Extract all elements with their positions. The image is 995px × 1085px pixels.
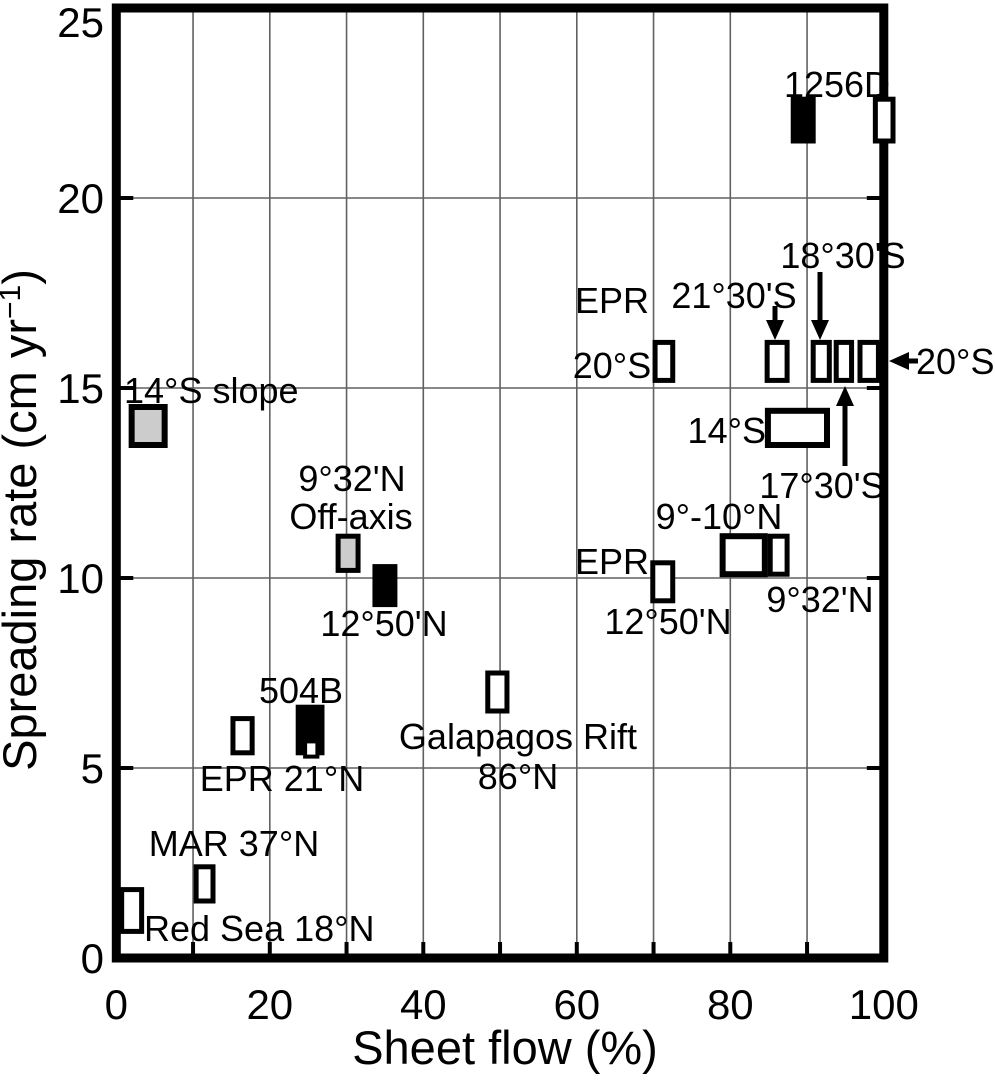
point-label: 17°30'S	[759, 465, 884, 506]
point-label: 20°S	[916, 341, 994, 382]
y-tick-label: 0	[81, 935, 104, 982]
point-label: 14°S	[688, 410, 766, 451]
point-label: MAR 37°N	[149, 823, 319, 864]
point-label: EPR	[575, 280, 649, 321]
marker-galapagos-rift-86-n	[485, 670, 510, 714]
point-label: 12°50'N	[604, 601, 731, 642]
marker-mar-37-n	[193, 864, 216, 904]
point-label: 14°S slope	[124, 370, 299, 411]
point-label: 9°-10°N	[656, 496, 783, 537]
marker-red-sea-18-n	[119, 887, 145, 934]
marker-epr-17-30-s	[833, 339, 855, 383]
marker-epr-21-n	[230, 716, 255, 756]
arrow-20s-head	[889, 352, 909, 370]
point-label: Off-axis	[289, 496, 412, 537]
x-tick-label: 100	[849, 981, 919, 1028]
x-tick-label: 80	[707, 981, 754, 1028]
marker-1256d-right-	[872, 96, 896, 144]
point-label: Red Sea 18°N	[144, 908, 375, 949]
point-label: 1256D	[784, 64, 890, 105]
y-tick-label: 25	[57, 0, 104, 46]
y-tick-label: 5	[81, 745, 104, 792]
x-tick-label: 60	[553, 981, 600, 1028]
x-axis-title: Sheet flow (%)	[352, 1021, 658, 1074]
point-label: Galapagos Rift	[399, 716, 637, 757]
point-label: 21°30'S	[671, 275, 796, 316]
marker-epr-14-s	[764, 407, 831, 448]
x-tick-label: 20	[246, 981, 293, 1028]
point-label: EPR	[575, 541, 649, 582]
x-tick-label: 0	[105, 981, 128, 1028]
point-label: EPR 21°N	[200, 758, 364, 799]
point-label: 12°50'N	[320, 603, 447, 644]
marker-epr-9-32-n	[767, 533, 790, 577]
marker-9-32-n-off-axis	[335, 533, 361, 573]
y-tick-label: 20	[57, 175, 104, 222]
arrow-21-30s-head	[766, 320, 784, 340]
x-tick-label: 40	[400, 981, 447, 1028]
marker-1256d	[790, 96, 816, 144]
y-axis-title: Spreading rate (cm yr−1)	[0, 269, 46, 771]
point-label: 18°30'S	[780, 235, 905, 276]
arrow-18-30s-head	[811, 320, 829, 340]
point-label: 9°32'N	[766, 579, 873, 620]
marker-504b-inset	[303, 739, 320, 759]
point-label: 9°32'N	[298, 458, 405, 499]
y-tick-label: 15	[57, 365, 104, 412]
y-tick-label: 10	[57, 555, 104, 602]
point-label: 86°N	[478, 756, 558, 797]
marker-epr-9-10-n	[719, 533, 768, 578]
point-label: 504B	[259, 670, 343, 711]
arrow-17-30s-head	[836, 386, 854, 406]
marker-12-50-n	[372, 564, 398, 608]
marker-epr-21-30-s	[764, 339, 790, 383]
point-label: 20°S	[573, 345, 651, 386]
marker-epr-20-s	[652, 339, 676, 383]
marker-epr-20-s-right-	[857, 339, 881, 383]
marker-epr-18-30-s	[810, 339, 832, 383]
marker-14-s-slope	[128, 404, 168, 448]
marker-epr-12-50-n	[650, 560, 676, 604]
